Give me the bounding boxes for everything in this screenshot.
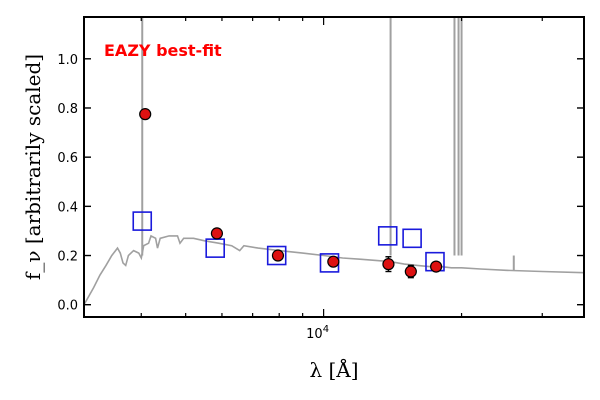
observed-photometry-marker — [210, 227, 224, 240]
y-tick-label: 1.0 — [57, 53, 78, 68]
observed-photometry-marker — [139, 108, 152, 121]
tick-layer: 0.0 0.2 0.4 0.6 0.8 1.0 104 — [57, 17, 584, 342]
observed-photometry-marker — [327, 255, 340, 268]
observed-photometry-marker — [404, 265, 417, 278]
observed-photometry-marker — [382, 258, 395, 271]
model-photometry-layer — [132, 211, 445, 273]
y-tick-label: 0.8 — [57, 102, 78, 117]
model-photometry-marker — [402, 228, 422, 249]
template-spectrum-line — [84, 234, 584, 306]
template-spectrum-layer — [84, 234, 584, 306]
emission-spike-layer — [141, 17, 515, 271]
axes — [83, 16, 585, 318]
x-tick-label: 104 — [306, 324, 329, 342]
model-photometry-marker — [377, 226, 398, 246]
plot-frame — [83, 16, 585, 318]
model-photometry-marker — [266, 245, 287, 266]
observed-photometry-layer — [139, 108, 443, 279]
y-tick-label: 0.2 — [57, 250, 78, 265]
x-axis-label: λ [Å] — [309, 357, 358, 382]
y-tick-label: 0.0 — [57, 299, 78, 314]
annotation-label: EAZY best-fit — [104, 41, 222, 60]
observed-photometry-marker — [271, 249, 285, 262]
y-axis-label: f_ν [arbitrarily scaled] — [21, 54, 45, 280]
model-photometry-marker — [132, 211, 153, 231]
observed-photometry-marker — [430, 260, 443, 273]
y-tick-label: 0.4 — [57, 200, 78, 215]
y-tick-label: 0.6 — [57, 151, 78, 166]
